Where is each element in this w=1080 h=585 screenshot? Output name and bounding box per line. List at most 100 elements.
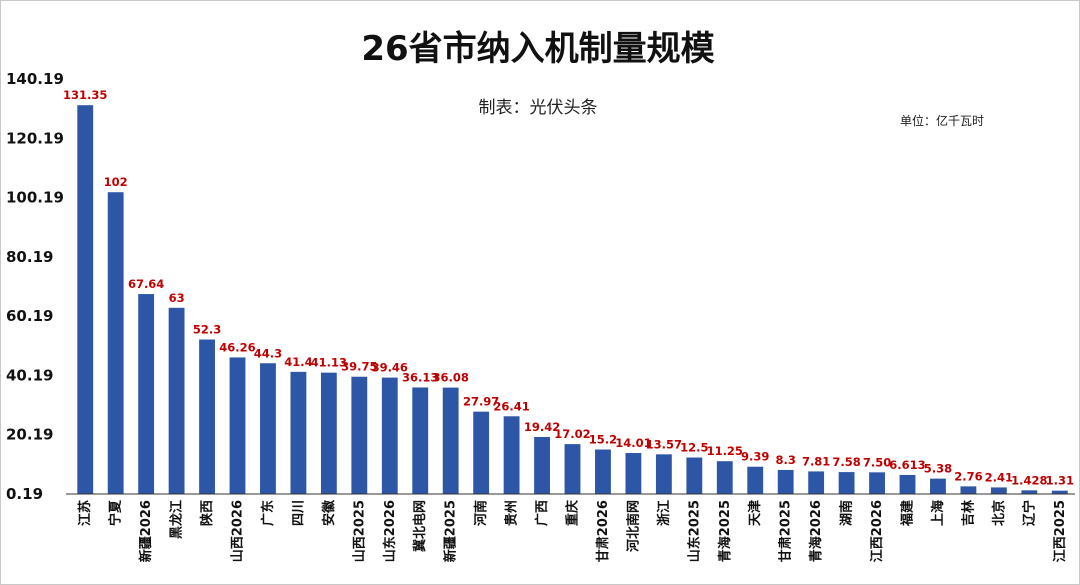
- data-label: 5.38: [924, 462, 952, 476]
- data-label: 12.5: [680, 441, 708, 455]
- bar: [77, 105, 94, 494]
- data-label: 11.25: [707, 444, 743, 458]
- x-tick-label: 甘肃2026: [595, 500, 611, 562]
- data-label: 6.613: [889, 458, 925, 472]
- bar: [595, 449, 611, 494]
- bar: [686, 457, 703, 494]
- x-tick-label: 重庆: [565, 500, 581, 526]
- x-tick-label: 宁夏: [108, 499, 124, 526]
- bar: [168, 307, 185, 494]
- chart-subtitle: 制表：光伏头条: [479, 98, 598, 118]
- bar: [229, 357, 246, 494]
- x-tick-label: 山西2025: [351, 500, 367, 562]
- data-label: 36.13: [402, 370, 438, 384]
- x-tick-label: 江西2025: [1052, 500, 1068, 562]
- bar: [351, 376, 368, 494]
- x-tick-label: 冀北电网: [412, 500, 428, 552]
- bar: [625, 453, 642, 494]
- x-tick-label: 青海2026: [808, 500, 824, 562]
- x-tick-label: 辽宁: [1021, 500, 1037, 526]
- bar: [747, 466, 764, 494]
- x-tick-label: 江西2026: [869, 500, 885, 562]
- data-label: 13.57: [646, 437, 682, 451]
- bar: [107, 192, 124, 494]
- data-label: 9.39: [741, 450, 769, 464]
- x-tick-label: 贵州: [504, 500, 520, 526]
- data-label: 26.41: [493, 399, 529, 413]
- data-label: 7.81: [802, 454, 830, 468]
- bar: [412, 387, 429, 494]
- bar: [655, 454, 672, 494]
- x-tick-label: 北京: [991, 500, 1007, 526]
- x-tick-label: 福建: [900, 500, 916, 527]
- data-label: 63: [169, 291, 185, 305]
- y-tick-label: 80.19: [6, 248, 53, 266]
- unit-label: 单位：亿千瓦时: [900, 113, 984, 128]
- data-label: 1.31: [1046, 474, 1074, 488]
- data-label: 41.13: [311, 356, 347, 370]
- data-label: 102: [104, 175, 128, 189]
- x-tick-label: 山西2026: [230, 500, 246, 562]
- x-axis: 江苏 宁夏 新疆2026 黑龙江 陕西 山西2026 广东 四川 安徽 山西2025 山东2026 冀…: [77, 499, 1068, 562]
- x-tick-label: 安徽: [321, 499, 337, 526]
- bar: [534, 437, 550, 494]
- data-label: 131.35: [63, 88, 107, 102]
- data-label: 14.01: [615, 436, 651, 450]
- y-tick-label: 40.19: [6, 366, 53, 384]
- bar: [869, 472, 885, 494]
- bar: [777, 469, 794, 494]
- y-tick-label: 20.19: [6, 426, 53, 444]
- bar: [381, 377, 398, 494]
- bar: [503, 416, 520, 494]
- data-label: 2.76: [954, 469, 982, 483]
- data-label: 27.97: [463, 395, 499, 409]
- x-tick-label: 陕西: [199, 500, 215, 526]
- bar: [473, 411, 490, 494]
- data-label: 36.08: [432, 371, 468, 385]
- bar: [899, 474, 916, 494]
- data-labels: 131.3510267.646352.346.2644.341.441.1339…: [63, 88, 1074, 487]
- chart-title: 26省市纳入机制量规模: [361, 29, 714, 69]
- data-label: 44.3: [254, 346, 282, 360]
- y-tick-label: 0.19: [6, 485, 43, 503]
- x-tick-label: 青海2025: [717, 500, 733, 562]
- bar: [320, 372, 337, 494]
- data-label: 8.3: [775, 453, 795, 467]
- x-tick-label: 甘肃2025: [778, 500, 794, 562]
- x-tick-label: 新疆2025: [443, 500, 459, 562]
- data-label: 15.2: [589, 433, 617, 447]
- y-tick-label: 140.19: [6, 70, 64, 88]
- bar: [564, 444, 581, 494]
- x-tick-label: 河北南网: [625, 500, 641, 552]
- data-label: 7.50: [863, 455, 891, 469]
- data-label: 39.46: [372, 361, 408, 375]
- x-tick-label: 湖南: [839, 500, 855, 526]
- bar: [199, 339, 215, 494]
- bar: [290, 371, 307, 494]
- bar: [990, 487, 1007, 494]
- bar: [1021, 490, 1038, 494]
- data-label: 19.42: [524, 420, 560, 434]
- y-tick-label: 100.19: [6, 189, 64, 207]
- x-tick-label: 黑龙江: [169, 500, 185, 539]
- y-tick-label: 120.19: [6, 129, 64, 147]
- bar: [960, 486, 977, 494]
- data-label: 7.58: [832, 455, 860, 469]
- bar: [442, 387, 459, 494]
- x-tick-label: 河南: [473, 500, 489, 526]
- x-tick-label: 吉林: [960, 500, 976, 526]
- y-axis: 0.19 20.19 40.19 60.19 80.19 100.19 120.19 140.…: [6, 70, 64, 503]
- data-label: 46.26: [219, 340, 255, 354]
- bar: [260, 363, 276, 494]
- x-tick-label: 上海: [930, 500, 946, 526]
- data-label: 17.02: [554, 427, 590, 441]
- bars: [77, 105, 1068, 494]
- x-tick-label: 四川: [291, 500, 306, 526]
- y-tick-label: 60.19: [6, 307, 53, 325]
- bar: [930, 478, 946, 494]
- x-tick-label: 山东2025: [686, 500, 702, 562]
- bar: [138, 294, 155, 494]
- bar: [838, 472, 855, 494]
- data-label: 52.3: [193, 323, 221, 337]
